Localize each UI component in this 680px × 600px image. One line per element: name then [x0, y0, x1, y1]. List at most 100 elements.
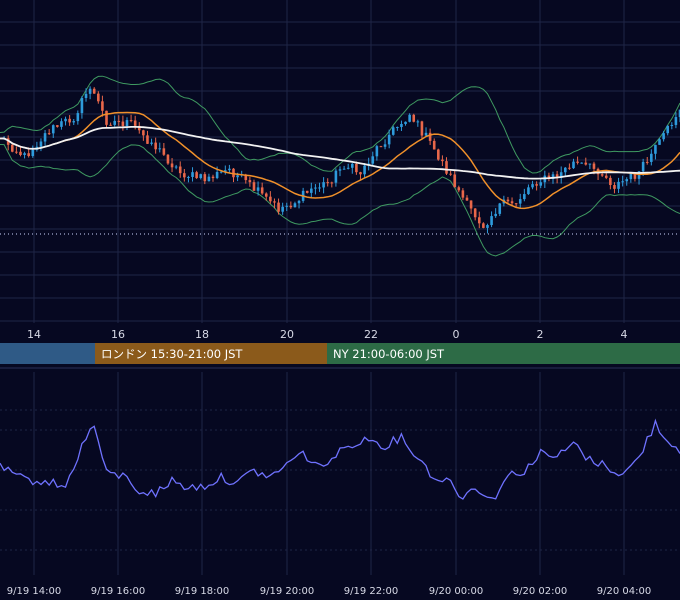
candle-body	[183, 173, 186, 178]
candle-body	[277, 202, 280, 212]
candle-body	[383, 144, 387, 147]
hour-tick-label: 4	[621, 328, 628, 341]
candle-body	[228, 168, 231, 171]
candle-body	[281, 206, 284, 212]
candle-body	[592, 163, 596, 169]
candle-body	[39, 141, 43, 147]
candle-body	[19, 151, 22, 155]
candlesticks	[2, 86, 680, 234]
candle-body	[580, 162, 583, 164]
oscillator-panel[interactable]	[0, 367, 680, 575]
candle-body	[568, 167, 571, 169]
candle-body	[527, 187, 530, 195]
candle-body	[510, 201, 514, 204]
candle-body	[477, 217, 481, 224]
candle-body	[252, 182, 256, 191]
candle-body	[588, 163, 592, 165]
candle-body	[498, 203, 502, 214]
candle-body	[101, 101, 104, 111]
candle-body	[43, 133, 47, 142]
candle-body	[88, 88, 92, 94]
hour-tick-label: 22	[364, 328, 378, 341]
time-tick-label: 9/20 04:00	[597, 586, 651, 597]
oscillator-grid	[0, 372, 680, 575]
time-tick-label: 9/19 16:00	[91, 586, 145, 597]
candle-body	[469, 200, 473, 209]
price-panel[interactable]	[0, 0, 680, 323]
candle-body	[199, 174, 203, 179]
candle-body	[27, 153, 30, 156]
candle-body	[420, 121, 424, 136]
time-axis: 9/19 14:00 9/19 16:00 9/19 18:00 9/19 20:00…	[7, 586, 651, 597]
candle-body	[133, 120, 137, 126]
candle-body	[113, 120, 116, 125]
candle-body	[224, 170, 227, 172]
candle-body	[666, 125, 670, 134]
candle-body	[121, 121, 125, 127]
candle-body	[535, 184, 538, 186]
candle-body	[207, 176, 211, 182]
candle-body	[273, 201, 276, 203]
candle-body	[654, 144, 657, 154]
candle-body	[51, 125, 55, 134]
candle-body	[514, 203, 518, 205]
candle-body	[355, 163, 358, 173]
candle-body	[465, 197, 469, 201]
candle-body	[613, 185, 616, 189]
time-tick-label: 9/19 18:00	[175, 586, 229, 597]
candle-body	[346, 167, 350, 169]
candle-body	[551, 174, 555, 179]
session-ny-label: NY 21:00-06:00 JST	[333, 347, 445, 361]
candle-body	[674, 117, 678, 125]
candle-body	[84, 93, 88, 99]
candle-body	[92, 88, 96, 94]
candle-body	[125, 120, 129, 127]
candle-body	[310, 188, 313, 193]
candle-body	[633, 173, 637, 179]
hour-tick-label: 18	[195, 328, 209, 341]
candle-body	[412, 114, 416, 122]
candle-body	[244, 174, 248, 181]
candle-body	[97, 93, 100, 102]
candle-body	[428, 132, 432, 141]
candle-body	[494, 213, 497, 217]
bollinger-lower	[0, 144, 680, 257]
candle-body	[506, 199, 510, 202]
candle-body	[416, 121, 420, 123]
candle-body	[338, 169, 342, 171]
time-tick-label: 9/20 00:00	[429, 586, 483, 597]
hour-axis-background	[0, 323, 680, 343]
candle-body	[629, 173, 633, 180]
candle-body	[31, 149, 35, 156]
candle-body	[604, 175, 608, 178]
candle-body	[670, 124, 674, 126]
candle-body	[658, 139, 661, 145]
candle-body	[154, 142, 157, 150]
candle-body	[490, 216, 493, 226]
candle-body	[518, 199, 522, 204]
candle-body	[305, 190, 309, 193]
oscillator-line	[0, 418, 680, 500]
candle-body	[437, 149, 440, 160]
candle-body	[285, 205, 289, 207]
candle-body	[453, 174, 456, 188]
hour-tick-label: 14	[27, 328, 41, 341]
hour-tick-label: 20	[280, 328, 294, 341]
candle-body	[375, 146, 379, 157]
candle-body	[625, 179, 629, 182]
candle-body	[318, 187, 321, 189]
hour-tick-label: 0	[453, 328, 460, 341]
time-tick-label: 9/19 22:00	[344, 586, 398, 597]
candle-body	[150, 142, 153, 144]
candle-body	[191, 172, 194, 177]
candle-body	[146, 135, 149, 144]
candle-body	[678, 109, 680, 118]
candle-body	[322, 182, 325, 188]
candle-body	[174, 166, 178, 168]
candle-body	[408, 114, 411, 122]
candle-body	[600, 174, 604, 176]
candle-body	[572, 161, 575, 169]
candle-body	[424, 132, 428, 136]
